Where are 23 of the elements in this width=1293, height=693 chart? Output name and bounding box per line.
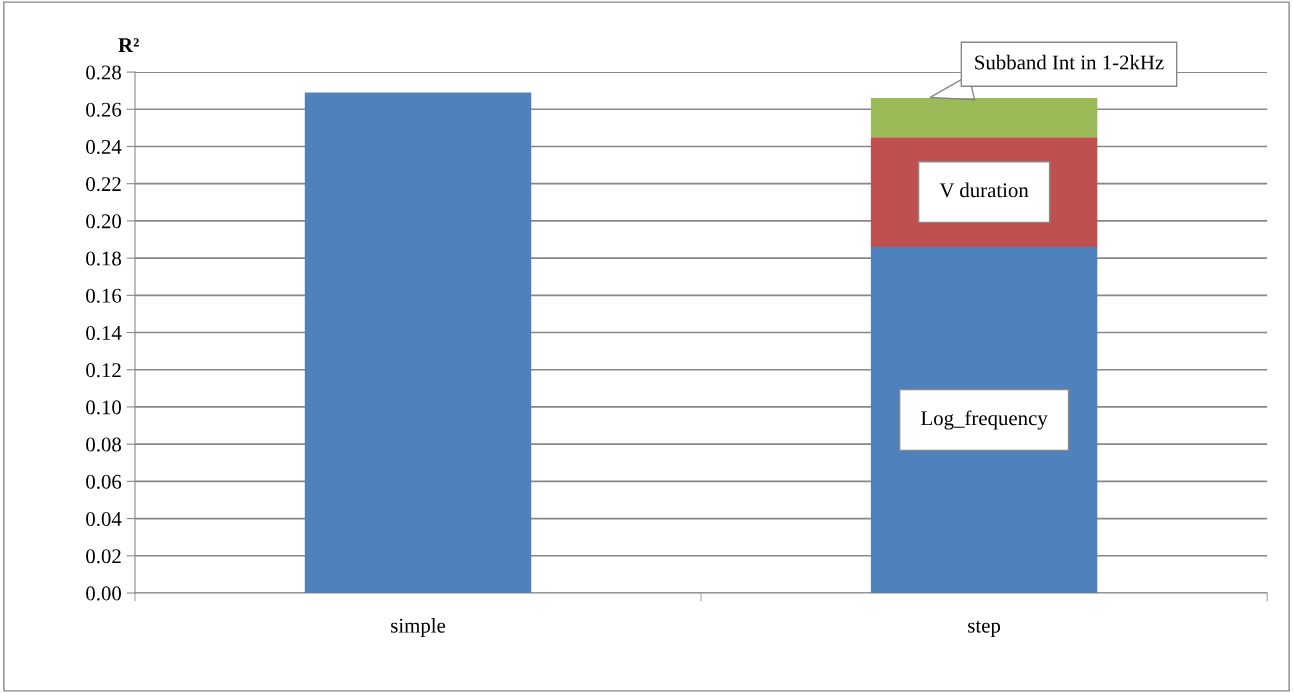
bar <box>304 92 532 593</box>
y-tick-label: 0.26 <box>86 102 122 117</box>
y-tick-label: 0.06 <box>86 474 122 489</box>
series-label: Subband Int in 1-2kHz <box>975 54 1164 70</box>
bar <box>870 98 1098 138</box>
y-tick-label: 0.08 <box>86 437 121 452</box>
y-tick-label: 0.14 <box>86 325 122 341</box>
y-tick-label: 0.00 <box>86 586 121 601</box>
x-tick-label: step <box>968 620 1001 637</box>
x-tick-label: simple <box>391 618 446 637</box>
y-tick-label: 0.12 <box>86 363 121 378</box>
y-axis-title: R² <box>118 38 139 53</box>
y-tick-label: 0.20 <box>86 214 121 229</box>
y-tick-label: 0.22 <box>86 177 121 192</box>
y-tick-label: 0.10 <box>86 400 121 415</box>
y-tick-label: 0.18 <box>86 251 121 266</box>
series-label: Log_frequency <box>921 410 1048 430</box>
series-label: V duration <box>939 182 1029 198</box>
y-tick-label: 0.28 <box>86 65 121 80</box>
y-tick-label: 0.04 <box>86 511 122 527</box>
y-tick-label: 0.02 <box>86 549 121 564</box>
y-tick-label: 0.16 <box>86 288 122 303</box>
y-tick-label: 0.24 <box>86 139 122 155</box>
